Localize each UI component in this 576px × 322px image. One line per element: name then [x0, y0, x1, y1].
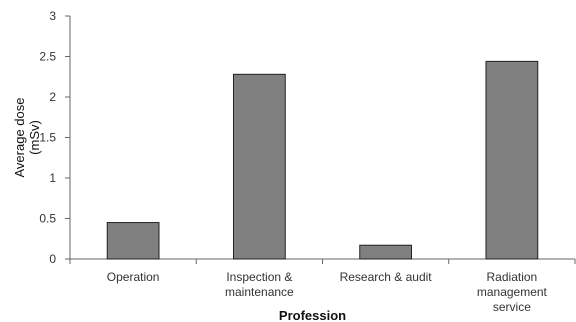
- bars: [106, 60, 539, 260]
- category-labels: Operation Inspection & maintenance Research…: [107, 270, 548, 314]
- x-axis: [69, 258, 576, 264]
- y-tick-label: 3: [49, 9, 56, 23]
- x-tick-label: Inspection & maintenance: [225, 270, 294, 299]
- y-tick-label: 2: [49, 90, 56, 104]
- y-tick-label: 0: [49, 252, 56, 266]
- y-axis: 0 0.5 1 1.5 2 2.5 3: [39, 9, 71, 266]
- bar: [485, 60, 539, 260]
- x-tick-label: Research & audit: [340, 270, 433, 284]
- y-tick-label: 1: [49, 171, 56, 185]
- x-axis-title: Profession: [279, 308, 346, 322]
- bar: [106, 222, 160, 260]
- bar: [359, 244, 413, 260]
- y-axis-title: Average dose(mSv): [12, 98, 42, 178]
- y-tick-label: 1.5: [39, 131, 56, 145]
- y-axis-title-text: Average dose(mSv): [12, 98, 42, 178]
- bar: [232, 73, 286, 260]
- y-tick-label: 2.5: [39, 50, 56, 64]
- y-tick-label: 0.5: [39, 212, 56, 226]
- x-tick-label: Operation: [107, 270, 160, 284]
- x-tick-label: Radiation management service: [477, 270, 548, 314]
